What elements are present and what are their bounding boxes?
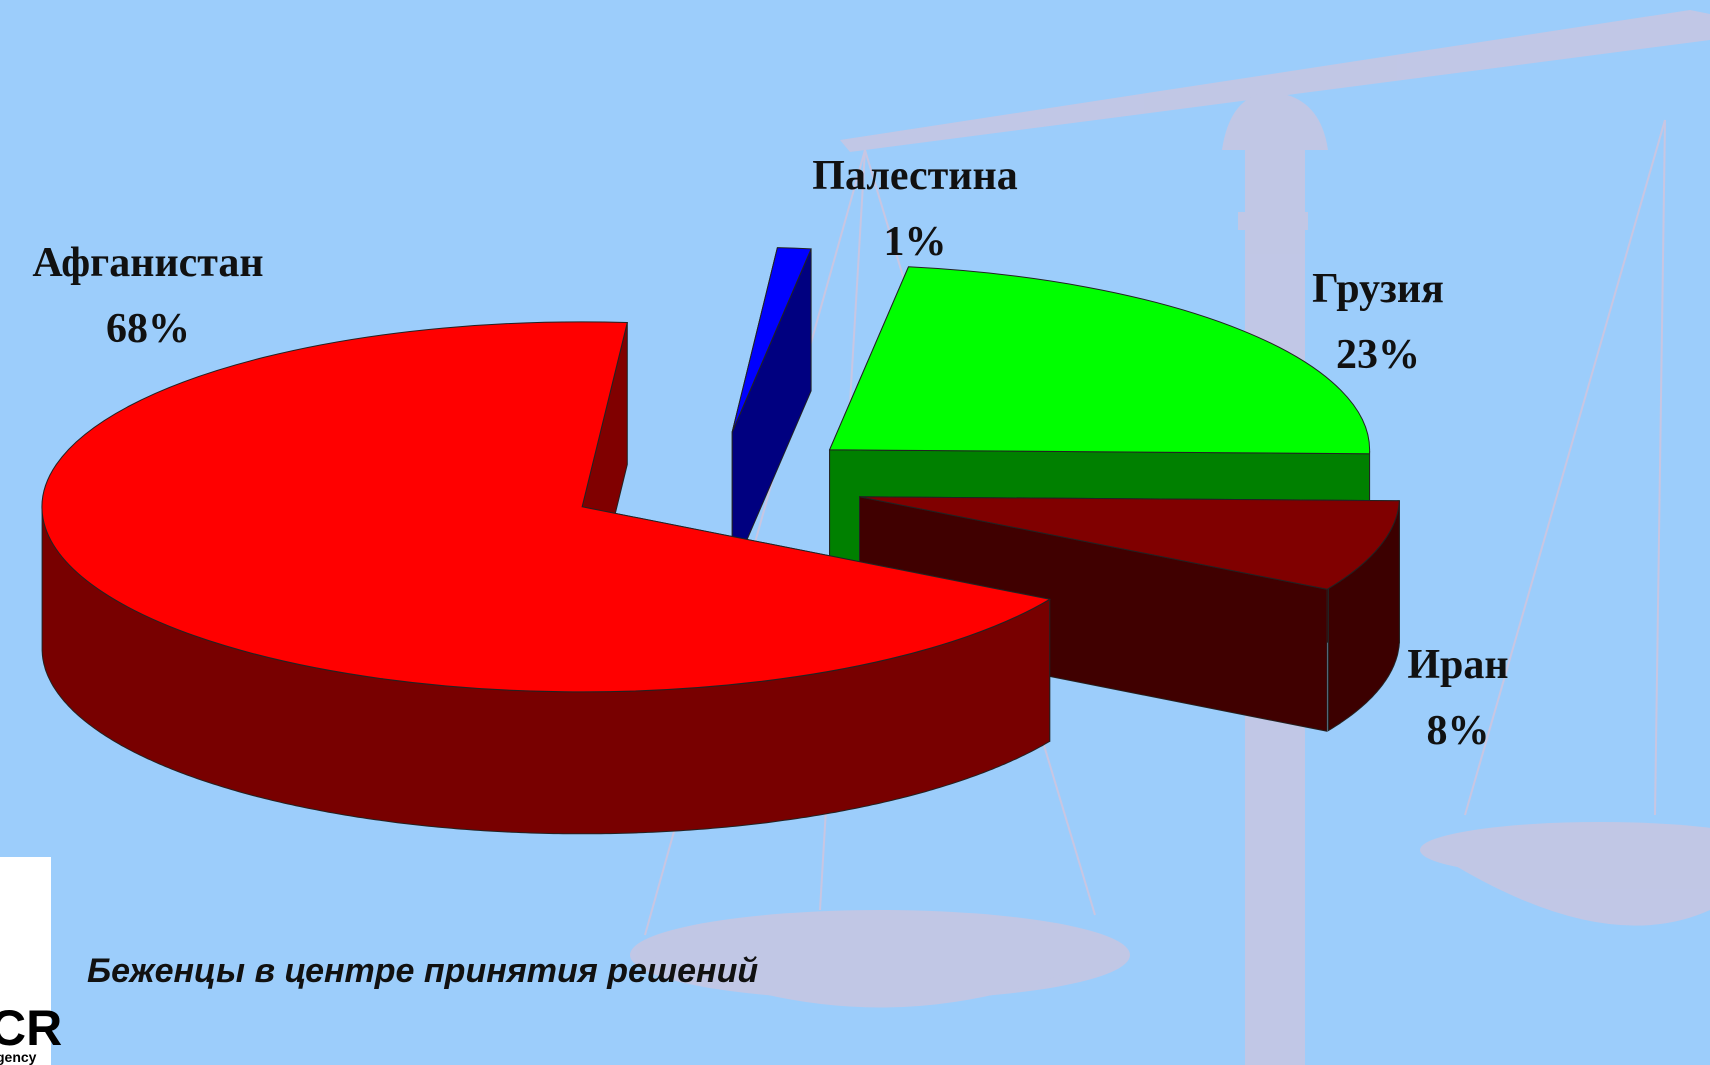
slice-label: Грузия [1312, 266, 1444, 312]
scale-collar [1238, 212, 1308, 230]
logo-subtext: gency [0, 1049, 37, 1065]
slice-label: Афганистан [32, 240, 263, 286]
logo-text: CR [0, 1000, 62, 1056]
caption: Беженцы в центре принятия решений [87, 952, 758, 990]
slice-value-label: 68% [106, 306, 190, 352]
slice-value-label: 23% [1336, 332, 1420, 378]
slice-label: Палестина [812, 153, 1017, 199]
slide: Афганистан68%Палестина1%Грузия23%Иран8% … [0, 0, 1710, 1065]
slice-value-label: 1% [884, 219, 947, 265]
page: Афганистан68%Палестина1%Грузия23%Иран8% … [0, 0, 1710, 1065]
slice-value-label: 8% [1427, 708, 1490, 754]
slice-label: Иран [1407, 642, 1508, 688]
